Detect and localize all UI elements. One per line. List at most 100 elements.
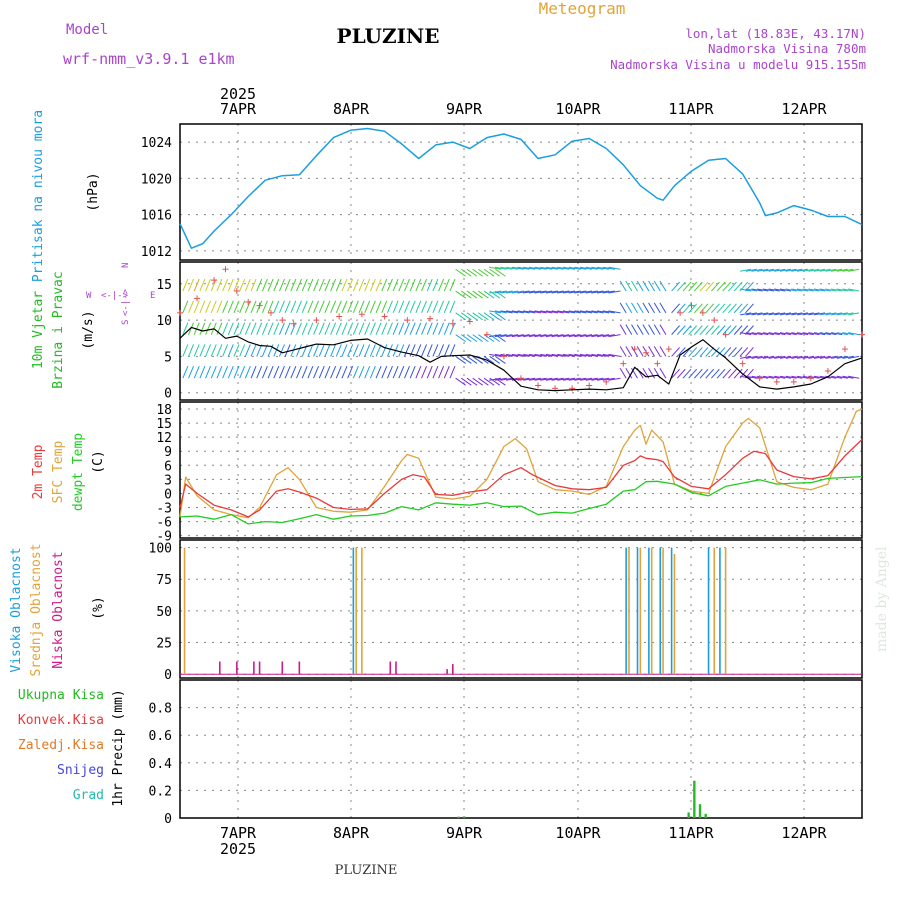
wind-barb <box>705 281 715 292</box>
gust-marker <box>313 317 320 324</box>
wind-barb <box>466 356 478 364</box>
wind-barb <box>785 312 797 316</box>
wind-barb <box>740 332 752 336</box>
wind-barb <box>432 278 439 292</box>
wind-barb <box>341 300 348 314</box>
wind-barb <box>813 288 826 292</box>
wind-barb <box>233 278 240 292</box>
wind-barb <box>398 344 405 357</box>
wind-barb <box>791 312 803 316</box>
wind-barb <box>597 310 610 314</box>
wind-barb <box>489 377 502 381</box>
wind-barb <box>193 344 200 357</box>
wind-barb <box>273 366 280 379</box>
wind-barb <box>205 322 212 335</box>
gust-marker <box>711 317 718 324</box>
wind-barb <box>693 368 703 379</box>
x-tick-label-bottom: 11APR <box>668 824 714 842</box>
wind-barb <box>757 332 769 336</box>
wind-barb <box>808 268 820 272</box>
y-tick-label: 0 <box>164 668 172 683</box>
wind-barb <box>523 310 536 314</box>
x-tick-label-top: 11APR <box>668 100 714 118</box>
wind-barb <box>296 344 302 357</box>
wind-barb <box>313 322 320 335</box>
wind-barb <box>267 278 274 292</box>
wind-barb <box>562 353 576 357</box>
panel-frame <box>179 123 863 261</box>
wind-barb <box>602 334 615 338</box>
wind-barb <box>728 303 737 314</box>
wind-barb <box>751 288 763 292</box>
wind-barb <box>398 300 405 314</box>
wind-barb <box>534 334 547 338</box>
y-tick-label: 0.6 <box>149 729 172 744</box>
wind-barb <box>619 302 627 314</box>
wind-barb <box>636 346 644 357</box>
wind-barb <box>591 377 604 381</box>
wind-barb <box>579 334 593 338</box>
wind-barb <box>352 278 359 292</box>
wind-barb <box>722 281 732 292</box>
wind-barb <box>273 278 280 292</box>
wind-barb <box>523 266 536 270</box>
wind-barb <box>796 375 809 379</box>
wind-barb <box>421 278 428 292</box>
wind-barb <box>551 377 564 381</box>
wind-barb <box>768 288 780 292</box>
wind-barb <box>466 290 478 299</box>
wind-barb <box>545 353 559 357</box>
wind-barb <box>318 344 325 357</box>
wind-barb <box>290 322 297 335</box>
pressure-unit: (hPa) <box>86 172 101 211</box>
wind-barb <box>591 266 604 270</box>
gust-marker <box>841 346 848 353</box>
wind-barb <box>426 322 433 335</box>
wind-barb <box>216 300 223 314</box>
legend-snijeg: Snijeg <box>57 763 104 778</box>
wind-barb <box>716 347 726 357</box>
y-tick-label: 9 <box>164 445 172 460</box>
wind-barb <box>438 344 445 357</box>
wind-barb <box>751 312 763 316</box>
wind-barb <box>631 302 638 314</box>
wind-barb <box>768 355 780 359</box>
wind-barb <box>483 377 495 386</box>
wind-barb <box>693 325 703 335</box>
y-tick-label: -9 <box>156 530 172 545</box>
wind-barb <box>483 268 495 277</box>
wind-barb <box>562 310 576 314</box>
wind-barb <box>540 334 553 338</box>
wind-barb <box>244 322 251 335</box>
wind-barb <box>227 278 234 292</box>
wind-barb <box>250 278 257 292</box>
wind-barb <box>528 334 541 338</box>
compass-s: S <box>121 320 131 325</box>
wind-barb <box>517 290 530 294</box>
gust-marker <box>381 313 388 320</box>
model-name: wrf-nmm_v3.9.1 e1km <box>63 50 235 68</box>
wind-barb <box>216 366 223 379</box>
wind-barb <box>358 300 365 314</box>
wind-barb <box>461 334 472 343</box>
wind-barb <box>699 325 709 335</box>
wind-barb <box>745 347 754 357</box>
wind-barb <box>619 280 627 292</box>
wind-barb <box>369 300 376 314</box>
wind-barb <box>392 322 399 335</box>
gust-marker <box>427 315 434 322</box>
wind-barb <box>739 347 749 357</box>
wind-barb <box>671 368 680 379</box>
wind-barb <box>313 366 320 379</box>
wind-barb <box>602 310 615 314</box>
wind-barb <box>239 322 246 335</box>
y-tick-label: 0 <box>164 812 172 827</box>
wind-barb <box>455 290 466 299</box>
wind-barb <box>250 300 257 314</box>
wind-barb <box>568 377 581 381</box>
wind-barb <box>511 334 524 338</box>
wind-barb <box>256 366 263 379</box>
wind-barb <box>802 288 814 292</box>
wind-barb <box>261 322 268 335</box>
wind-barb <box>631 280 638 292</box>
